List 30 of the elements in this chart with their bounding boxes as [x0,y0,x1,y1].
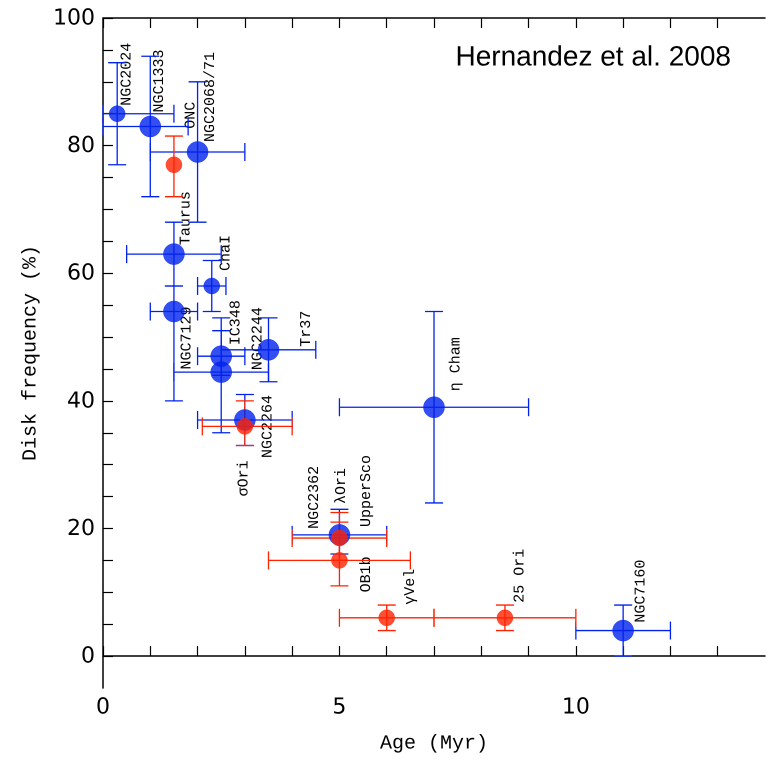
annotation: Taurus [177,191,194,246]
y-tick-label: 100 [53,6,95,30]
annotation: NGC2024 [118,42,136,106]
x-tick-label: 5 [332,694,346,720]
annotation: NGC2068/71 [202,52,220,142]
annotation: σOri [235,460,252,496]
x-tick-label: 10 [562,694,590,720]
annotation: NGC2264 [259,394,276,458]
annotation: η Cham [448,337,464,392]
annotation: OB1b [358,556,375,592]
annotation: γVel [402,568,420,605]
y-tick-label: 40 [67,388,95,414]
y-tick-label: 60 [67,260,95,286]
annotation: IC348 [228,300,245,346]
y-tick-label: 80 [67,133,95,158]
annotation: 25 Ori [511,548,528,603]
x-axis-title: Age (Myr) [380,732,488,756]
annotation: NGC7129 [178,306,196,370]
annotation: NGC2362 [306,466,323,529]
y-tick-label: 20 [67,516,95,541]
annotation: NGC2244 [250,307,267,370]
y-tick-label: 0 [81,644,95,669]
annotation: λOri [332,468,350,504]
annotation: UpperSco [358,455,375,528]
annotation: Tr37 [298,310,315,347]
y-axis-title: Disk frequency (%) [20,244,42,462]
annotation: Hernandez et al. 2008 [455,40,731,72]
annotation: NGC7160 [632,560,650,623]
annotation: ChaI [217,234,234,271]
annotation: NGC1333 [150,49,168,112]
